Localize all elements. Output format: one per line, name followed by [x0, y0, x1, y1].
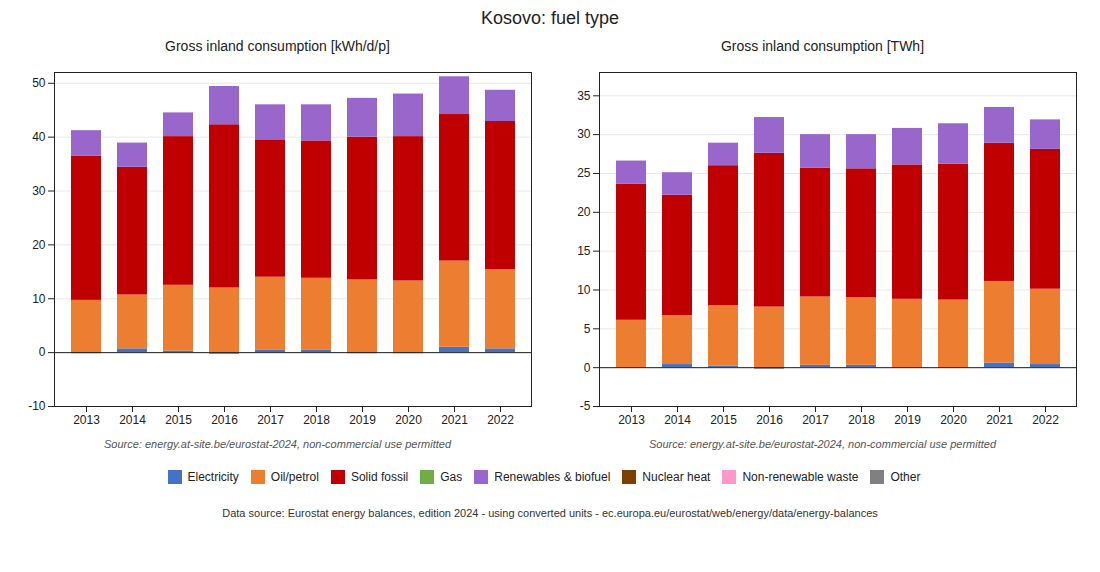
html-text:Non-renewable waste: Non-renewable waste — [742, 469, 859, 484]
svg-text:2014: 2014 — [119, 413, 146, 427]
svg-text:2014: 2014 — [664, 413, 691, 427]
svg-text:-10: -10 — [28, 399, 46, 413]
svg-text:15: 15 — [577, 244, 591, 258]
html-text:Electricity: Electricity — [187, 469, 239, 484]
html-text:Oil/petrol: Oil/petrol — [270, 469, 319, 484]
html-text:Source: energy.at-site.be/euro: Source: energy.at-site.be/eurostat-2024,… — [104, 438, 451, 450]
html-text:Gross inland consumption [TWh]: Gross inland consumption [TWh] — [721, 38, 924, 54]
html-text:Renewables & biofuel: Renewables & biofuel — [494, 469, 611, 484]
svg-text:2018: 2018 — [303, 413, 330, 427]
svg-text:25: 25 — [577, 166, 591, 180]
svg-text:2015: 2015 — [165, 413, 192, 427]
svg-text:2016: 2016 — [756, 413, 783, 427]
html-text:Source: energy.at-site.be/euro: Source: energy.at-site.be/eurostat-2024,… — [649, 438, 996, 450]
svg-text:10: 10 — [32, 292, 46, 306]
svg-text:20: 20 — [32, 238, 46, 252]
svg-text:2020: 2020 — [395, 413, 422, 427]
svg-text:2017: 2017 — [257, 413, 284, 427]
html-text:Gas: Gas — [440, 469, 463, 484]
svg-text:2019: 2019 — [894, 413, 921, 427]
svg-text:30: 30 — [32, 184, 46, 198]
svg-text:2022: 2022 — [1032, 413, 1059, 427]
svg-text:10: 10 — [577, 283, 591, 297]
svg-text:2015: 2015 — [710, 413, 737, 427]
html-text:Kosovo: fuel type: Kosovo: fuel type — [481, 8, 619, 28]
svg-text:2016: 2016 — [211, 413, 238, 427]
svg-text:2013: 2013 — [618, 413, 645, 427]
svg-text:2021: 2021 — [441, 413, 468, 427]
svg-text:0: 0 — [39, 345, 46, 359]
html-text:Data source: Eurostat energy b: Data source: Eurostat energy balances, e… — [222, 507, 878, 519]
svg-text:20: 20 — [577, 205, 591, 219]
svg-text:2020: 2020 — [940, 413, 967, 427]
html-text:Nuclear heat: Nuclear heat — [642, 469, 711, 484]
svg-text:2019: 2019 — [349, 413, 376, 427]
svg-text:5: 5 — [584, 322, 591, 336]
svg-text:40: 40 — [32, 130, 46, 144]
svg-text:30: 30 — [577, 127, 591, 141]
html-text:Other: Other — [890, 469, 921, 484]
svg-text:0: 0 — [584, 361, 591, 375]
svg-text:35: 35 — [577, 89, 591, 103]
html-text:Gross inland consumption [kWh/: Gross inland consumption [kWh/d/p] — [165, 38, 390, 54]
svg-text:2017: 2017 — [802, 413, 829, 427]
svg-text:2021: 2021 — [986, 413, 1013, 427]
svg-text:2018: 2018 — [848, 413, 875, 427]
svg-text:2013: 2013 — [73, 413, 100, 427]
svg-text:50: 50 — [32, 76, 46, 90]
svg-text:2022: 2022 — [487, 413, 514, 427]
html-text:Solid fossil: Solid fossil — [350, 469, 409, 484]
svg-text:-5: -5 — [580, 399, 591, 413]
